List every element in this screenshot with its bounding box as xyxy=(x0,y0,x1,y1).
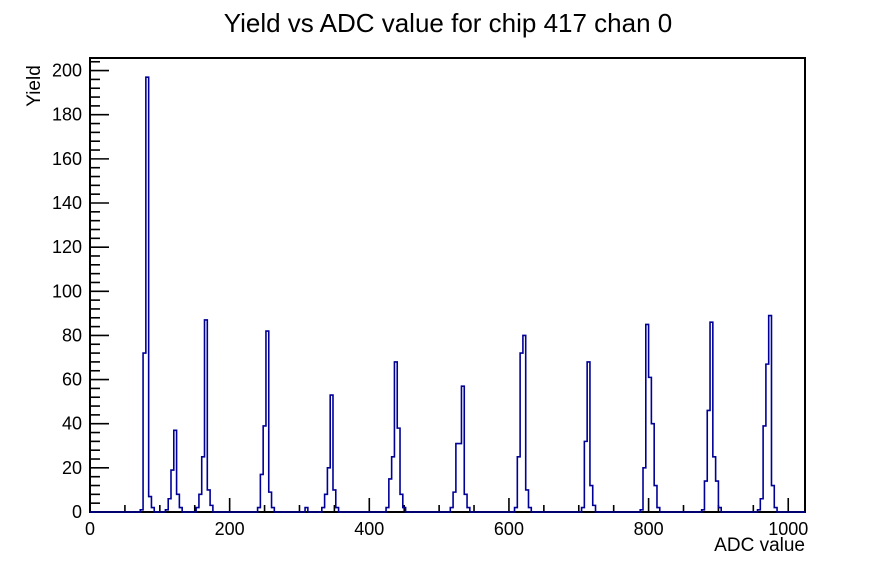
y-tick-label: 100 xyxy=(52,281,82,301)
y-tick-label: 0 xyxy=(72,502,82,522)
x-axis-title: ADC value xyxy=(714,535,805,556)
y-tick-label: 20 xyxy=(62,458,82,478)
chart-title: Yield vs ADC value for chip 417 chan 0 xyxy=(224,8,673,38)
x-tick-label: 800 xyxy=(634,519,664,539)
y-tick-label: 80 xyxy=(62,325,82,345)
y-tick-label: 60 xyxy=(62,370,82,390)
plot-frame xyxy=(89,57,806,513)
x-axis: 0 200 400 600 800 1000 xyxy=(85,498,808,539)
histogram-line xyxy=(90,76,805,513)
y-axis: 0 20 40 60 80 100 120 140 160 180 200 xyxy=(52,61,109,522)
y-tick-label: 180 xyxy=(52,105,82,125)
y-tick-label: 40 xyxy=(62,414,82,434)
x-tick-label: 1000 xyxy=(768,519,808,539)
x-tick-label: 600 xyxy=(494,519,524,539)
x-tick-label: 200 xyxy=(215,519,245,539)
y-tick-label: 140 xyxy=(52,193,82,213)
x-tick-label: 400 xyxy=(354,519,384,539)
y-axis-title: Yield xyxy=(24,65,45,107)
y-tick-label: 120 xyxy=(52,237,82,257)
y-tick-label: 200 xyxy=(52,61,82,81)
x-tick-label: 0 xyxy=(85,519,95,539)
y-tick-label: 160 xyxy=(52,149,82,169)
